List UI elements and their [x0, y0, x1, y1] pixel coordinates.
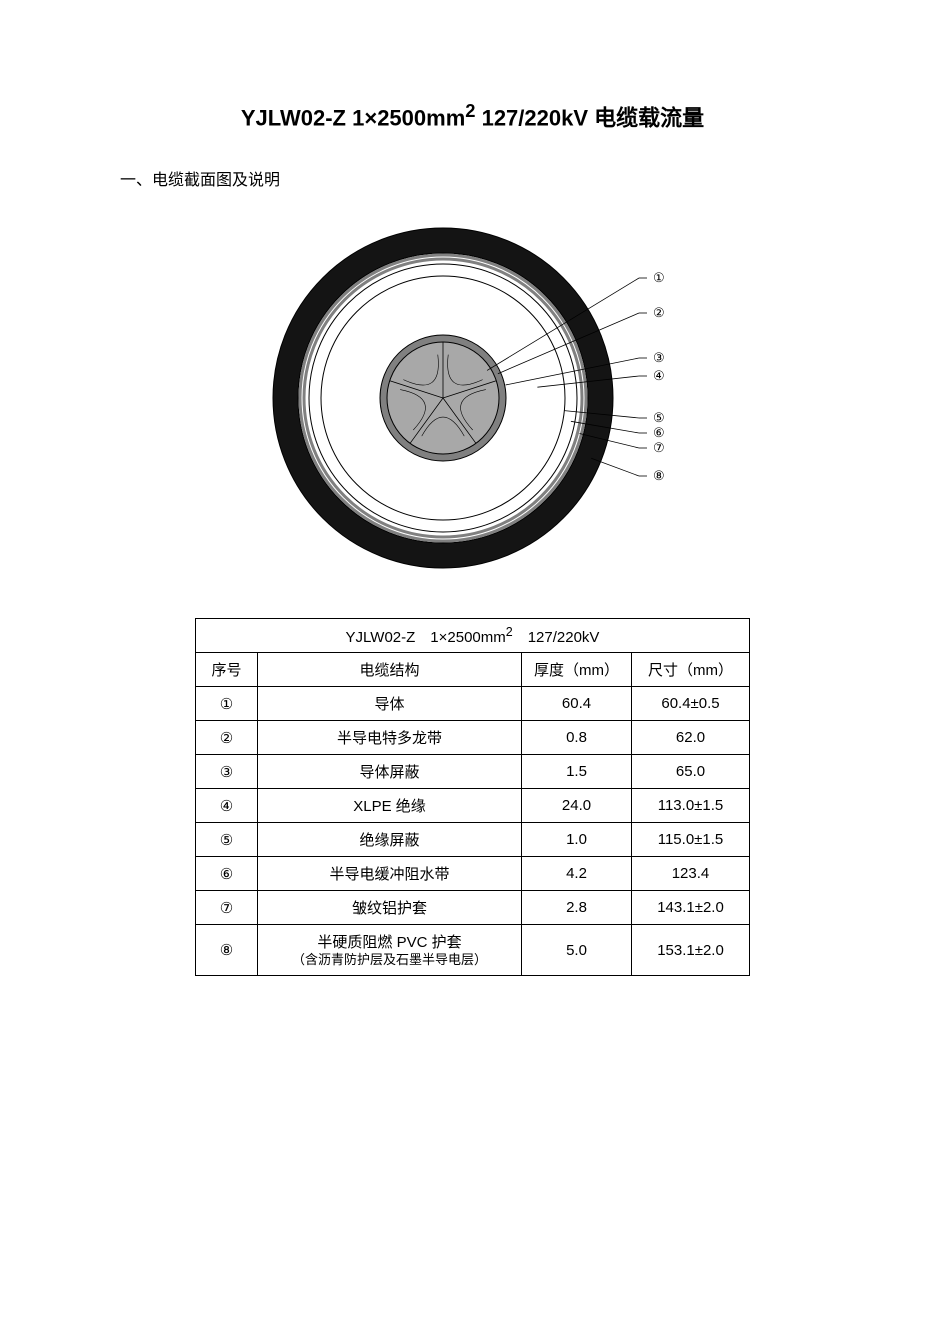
- table-title-b-sup: 2: [506, 625, 513, 639]
- th-thick: 厚度（mm）: [522, 653, 632, 687]
- cell-thick: 5.0: [522, 925, 632, 976]
- title-model: YJLW02-Z: [241, 105, 346, 130]
- cell-struct: 绝缘屏蔽: [258, 823, 522, 857]
- diagram-label: ④: [653, 368, 665, 383]
- table-title-a: YJLW02-Z: [346, 629, 416, 646]
- diagram-label: ①: [653, 270, 665, 285]
- table-title-cell: YJLW02-Z 1×2500mm2 127/220kV: [196, 619, 750, 653]
- cell-thick: 4.2: [522, 857, 632, 891]
- table-row: ⑧半硬质阻燃 PVC 护套（含沥青防护层及石墨半导电层）5.0153.1±2.0: [196, 925, 750, 976]
- cell-struct: 皱纹铝护套: [258, 891, 522, 925]
- cable-cross-section-diagram: ① ② ③ ④ ⑤⑥⑦ ⑧: [120, 208, 825, 588]
- cell-size: 62.0: [632, 721, 750, 755]
- cell-size: 65.0: [632, 755, 750, 789]
- title-spec-sup: 2: [465, 100, 475, 121]
- cell-thick: 60.4: [522, 687, 632, 721]
- cell-thick: 1.5: [522, 755, 632, 789]
- table-title-gap1: [415, 629, 430, 646]
- cell-idx: ①: [196, 687, 258, 721]
- cell-struct: 半硬质阻燃 PVC 护套（含沥青防护层及石墨半导电层）: [258, 925, 522, 976]
- section-heading: 一、电缆截面图及说明: [120, 166, 825, 190]
- cell-struct: 导体屏蔽: [258, 755, 522, 789]
- th-idx: 序号: [196, 653, 258, 687]
- table-row: ② 半导电特多龙带 0.862.0: [196, 721, 750, 755]
- cell-struct-main: 绝缘屏蔽: [359, 832, 419, 849]
- cell-struct-main: 皱纹铝护套: [352, 900, 427, 917]
- cell-struct-main: 半导电特多龙带: [337, 730, 442, 747]
- cell-idx: ②: [196, 721, 258, 755]
- cell-struct-sub: （含沥青防护层及石墨半导电层）: [262, 952, 517, 969]
- table-title-row: YJLW02-Z 1×2500mm2 127/220kV: [196, 619, 750, 653]
- table-row: ⑦ 皱纹铝护套 2.8143.1±2.0: [196, 891, 750, 925]
- table-title-gap2: [513, 629, 528, 646]
- cell-idx: ③: [196, 755, 258, 789]
- diagram-label: ⑦: [653, 440, 665, 455]
- cell-size: 123.4: [632, 857, 750, 891]
- table-title-c: 127/220kV: [528, 629, 600, 646]
- cell-idx: ⑧: [196, 925, 258, 976]
- title-spec-pre: 1×2500mm: [346, 105, 465, 130]
- table-row: ⑤ 绝缘屏蔽 1.0115.0±1.5: [196, 823, 750, 857]
- cell-struct-main: 导体: [374, 696, 404, 713]
- cell-size: 153.1±2.0: [632, 925, 750, 976]
- cell-struct: 半导电缓冲阻水带: [258, 857, 522, 891]
- diagram-label: ②: [653, 305, 665, 320]
- table-title-b-pre: 1×2500mm: [430, 629, 505, 646]
- diagram-label: ⑧: [653, 468, 665, 483]
- cell-thick: 24.0: [522, 789, 632, 823]
- cell-idx: ⑦: [196, 891, 258, 925]
- table-row: ③ 导体屏蔽 1.565.0: [196, 755, 750, 789]
- title-spec-post: 127/220kV 电缆载流量: [475, 105, 704, 130]
- table-row: ⑥ 半导电缓冲阻水带 4.2123.4: [196, 857, 750, 891]
- cell-size: 60.4±0.5: [632, 687, 750, 721]
- cell-size: 113.0±1.5: [632, 789, 750, 823]
- cell-struct-main: 半导电缓冲阻水带: [329, 866, 449, 883]
- page-title: YJLW02-Z 1×2500mm2 127/220kV 电缆载流量: [120, 100, 825, 132]
- cell-idx: ④: [196, 789, 258, 823]
- diagram-label: ⑥: [653, 425, 665, 440]
- cell-size: 115.0±1.5: [632, 823, 750, 857]
- diagram-label: ⑤: [653, 410, 665, 425]
- cable-svg: ① ② ③ ④ ⑤⑥⑦ ⑧: [233, 208, 713, 588]
- th-size: 尺寸（mm）: [632, 653, 750, 687]
- diagram-label: ③: [653, 350, 665, 365]
- cell-struct: XLPE 绝缘: [258, 789, 522, 823]
- table-row: ④ XLPE 绝缘 24.0113.0±1.5: [196, 789, 750, 823]
- cell-idx: ⑥: [196, 857, 258, 891]
- table-row: ① 导体 60.460.4±0.5: [196, 687, 750, 721]
- cell-size: 143.1±2.0: [632, 891, 750, 925]
- cell-struct: 导体: [258, 687, 522, 721]
- cell-struct-main: 导体屏蔽: [359, 764, 419, 781]
- cell-thick: 2.8: [522, 891, 632, 925]
- cell-thick: 1.0: [522, 823, 632, 857]
- cell-idx: ⑤: [196, 823, 258, 857]
- cell-struct-main: 半硬质阻燃 PVC 护套: [317, 934, 461, 951]
- table-header-row: 序号 电缆结构 厚度（mm） 尺寸（mm）: [196, 653, 750, 687]
- spec-table: YJLW02-Z 1×2500mm2 127/220kV 序号 电缆结构 厚度（…: [195, 618, 750, 976]
- cell-struct: 半导电特多龙带: [258, 721, 522, 755]
- cell-struct-main: XLPE 绝缘: [353, 798, 426, 815]
- th-struct: 电缆结构: [258, 653, 522, 687]
- cell-thick: 0.8: [522, 721, 632, 755]
